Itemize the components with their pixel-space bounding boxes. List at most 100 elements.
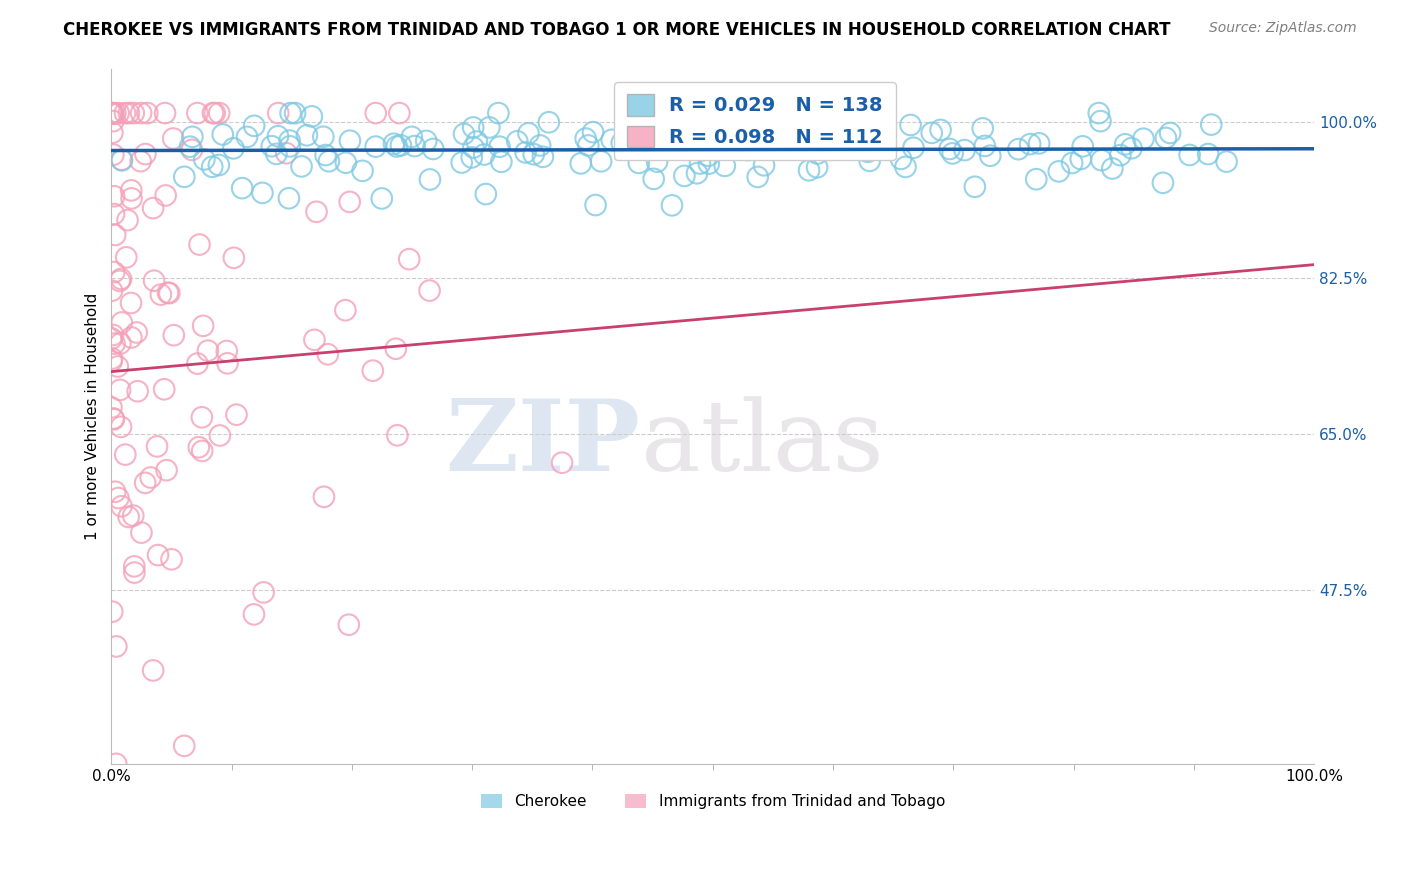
Point bbox=[733, 110, 755, 124]
Point bbox=[1025, 172, 1047, 186]
Point bbox=[129, 154, 152, 169]
Point bbox=[610, 136, 633, 150]
Point bbox=[388, 106, 411, 120]
Point bbox=[1071, 139, 1094, 153]
Point bbox=[1159, 126, 1181, 140]
Point bbox=[740, 128, 762, 143]
Point bbox=[401, 129, 423, 144]
Point bbox=[953, 143, 976, 157]
Point bbox=[415, 134, 437, 148]
Point bbox=[110, 500, 132, 514]
Point bbox=[747, 169, 769, 184]
Point bbox=[1007, 142, 1029, 156]
Point bbox=[252, 585, 274, 599]
Point bbox=[162, 131, 184, 145]
Point bbox=[208, 428, 231, 442]
Point bbox=[160, 552, 183, 566]
Point bbox=[295, 128, 318, 143]
Point bbox=[385, 139, 408, 153]
Point bbox=[979, 149, 1001, 163]
Point bbox=[267, 106, 290, 120]
Point bbox=[686, 166, 709, 180]
Point bbox=[231, 181, 253, 195]
Point bbox=[1109, 148, 1132, 162]
Point bbox=[832, 125, 855, 139]
Point bbox=[117, 510, 139, 524]
Point bbox=[352, 164, 374, 178]
Point bbox=[1019, 137, 1042, 152]
Point bbox=[108, 383, 131, 397]
Point bbox=[713, 159, 735, 173]
Point bbox=[134, 475, 156, 490]
Point bbox=[120, 183, 142, 197]
Point bbox=[654, 136, 676, 150]
Point bbox=[1132, 132, 1154, 146]
Point bbox=[763, 142, 786, 156]
Point bbox=[155, 188, 177, 202]
Point bbox=[804, 114, 827, 128]
Point bbox=[921, 126, 943, 140]
Point bbox=[339, 134, 361, 148]
Point bbox=[1121, 141, 1143, 155]
Point bbox=[301, 110, 323, 124]
Point bbox=[157, 286, 180, 301]
Text: atlas: atlas bbox=[641, 396, 883, 491]
Point bbox=[491, 154, 513, 169]
Point bbox=[1047, 164, 1070, 178]
Point bbox=[105, 756, 128, 771]
Point bbox=[973, 139, 995, 153]
Point bbox=[188, 237, 211, 252]
Point bbox=[903, 141, 925, 155]
Point bbox=[758, 140, 780, 154]
Point bbox=[856, 145, 879, 159]
Point bbox=[208, 158, 231, 172]
Point bbox=[643, 172, 665, 186]
Point bbox=[422, 142, 444, 156]
Point bbox=[187, 440, 209, 454]
Point bbox=[339, 194, 361, 209]
Point bbox=[737, 143, 759, 157]
Point bbox=[463, 120, 485, 135]
Point bbox=[1154, 131, 1177, 145]
Point bbox=[938, 142, 960, 156]
Point bbox=[963, 179, 986, 194]
Point bbox=[217, 356, 239, 370]
Point bbox=[105, 640, 128, 654]
Point bbox=[110, 153, 132, 167]
Point bbox=[1197, 147, 1219, 161]
Point bbox=[110, 420, 132, 434]
Point bbox=[129, 106, 152, 120]
Point bbox=[972, 121, 994, 136]
Point bbox=[1199, 118, 1222, 132]
Point bbox=[797, 163, 820, 178]
Point bbox=[142, 201, 165, 215]
Point bbox=[191, 444, 214, 458]
Point bbox=[645, 154, 668, 169]
Point bbox=[149, 287, 172, 301]
Point bbox=[284, 106, 307, 120]
Point bbox=[463, 140, 485, 154]
Point bbox=[1090, 114, 1112, 128]
Point bbox=[100, 106, 122, 120]
Point bbox=[453, 127, 475, 141]
Point bbox=[136, 106, 159, 120]
Point bbox=[697, 149, 720, 163]
Point bbox=[191, 410, 214, 425]
Point bbox=[488, 139, 510, 153]
Point bbox=[103, 411, 125, 425]
Point bbox=[387, 428, 409, 442]
Point bbox=[117, 213, 139, 227]
Point bbox=[531, 150, 554, 164]
Point bbox=[236, 129, 259, 144]
Point bbox=[1101, 161, 1123, 176]
Point bbox=[1062, 156, 1084, 170]
Point bbox=[111, 316, 134, 330]
Point bbox=[860, 142, 883, 156]
Point bbox=[450, 155, 472, 169]
Point bbox=[122, 508, 145, 523]
Point bbox=[582, 125, 605, 139]
Point bbox=[114, 106, 136, 120]
Point bbox=[335, 155, 357, 169]
Point bbox=[101, 328, 124, 343]
Point bbox=[1028, 136, 1050, 151]
